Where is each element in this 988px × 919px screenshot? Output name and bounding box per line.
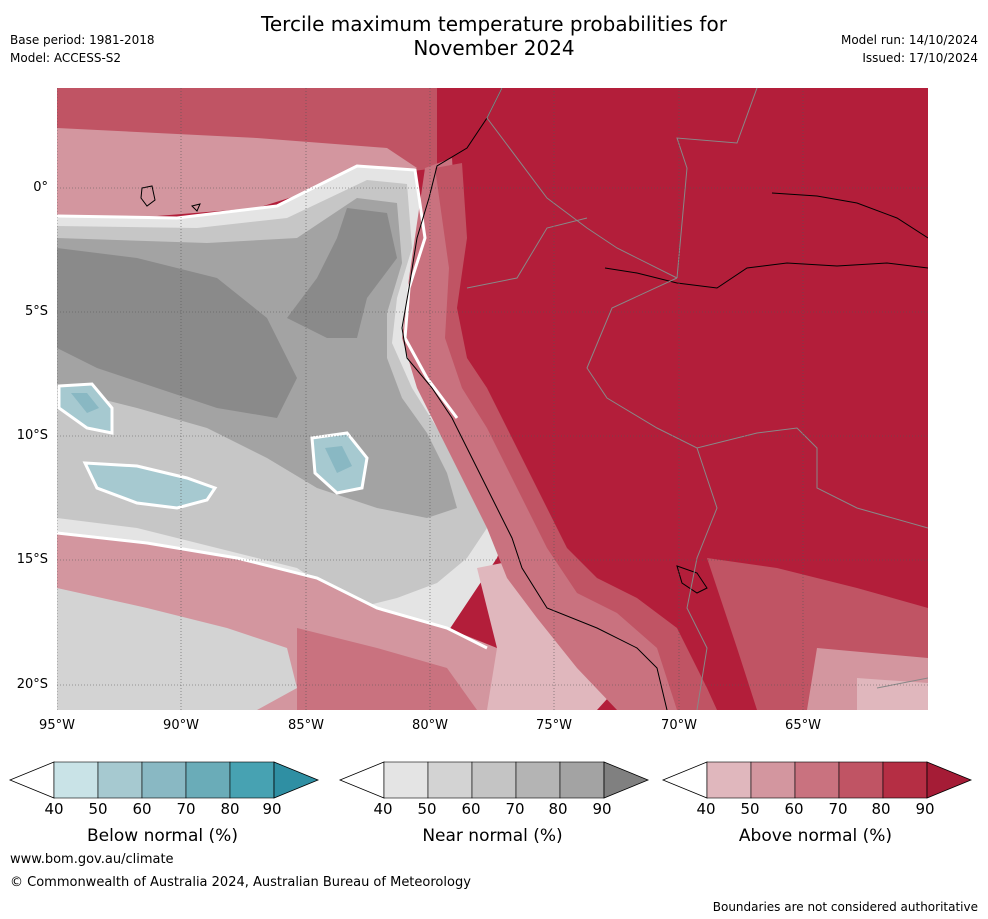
colorbar-extend-low bbox=[661, 761, 708, 799]
colorbar-segment bbox=[559, 761, 605, 799]
lat-label-15s: 15°S bbox=[16, 552, 48, 567]
model-run-text: Model run: 14/10/2024 bbox=[840, 33, 978, 47]
border-colombia-brazil bbox=[676, 88, 758, 279]
colorbar-segment bbox=[471, 761, 517, 799]
colorbar-segment bbox=[141, 761, 187, 799]
south-ocean-grey-patch bbox=[57, 588, 297, 710]
tick-near-90: 90 bbox=[592, 800, 612, 818]
colorbar-above-normal bbox=[661, 761, 973, 799]
colorbar-extend-low bbox=[338, 761, 385, 799]
colorbar-segment bbox=[750, 761, 796, 799]
colorbar-segment bbox=[794, 761, 840, 799]
below-normal-patch-south bbox=[82, 461, 218, 510]
title-line-2: November 2024 bbox=[413, 36, 575, 60]
lon-label-75w: 75°W bbox=[536, 718, 572, 733]
colorbar-label-below: Below normal (%) bbox=[87, 826, 238, 846]
north-ocean-pink-band bbox=[57, 128, 417, 218]
colorbar-extend-high bbox=[273, 761, 320, 799]
border-ecuador-peru bbox=[466, 217, 588, 289]
colorbar-segment bbox=[185, 761, 231, 799]
lon-label-90w: 90°W bbox=[163, 718, 199, 733]
southeast-light-pink bbox=[857, 678, 928, 710]
tick-near-60: 60 bbox=[461, 800, 481, 818]
tick-near-50: 50 bbox=[417, 800, 437, 818]
border-peru-bolivia bbox=[686, 447, 718, 710]
tick-above-40: 40 bbox=[696, 800, 716, 818]
tick-below-40: 40 bbox=[44, 800, 64, 818]
tick-near-70: 70 bbox=[505, 800, 525, 818]
tick-above-50: 50 bbox=[740, 800, 760, 818]
lon-label-65w: 65°W bbox=[785, 718, 821, 733]
probability-map bbox=[57, 88, 928, 710]
lat-label-20s: 20°S bbox=[16, 677, 48, 692]
colorbar-extend-low bbox=[8, 761, 55, 799]
colorbar-segment bbox=[882, 761, 928, 799]
lat-label-10s: 10°S bbox=[16, 428, 48, 443]
river-negro bbox=[771, 192, 928, 239]
galapagos-islet bbox=[191, 203, 201, 212]
colorbars bbox=[8, 761, 973, 799]
lon-label-85w: 85°W bbox=[288, 718, 324, 733]
colorbar-near-normal bbox=[338, 761, 650, 799]
colorbar-segment bbox=[229, 761, 275, 799]
colorbar-segment bbox=[515, 761, 561, 799]
colorbar-segment bbox=[706, 761, 752, 799]
colorbar-segment bbox=[97, 761, 143, 799]
colorbar-segment bbox=[383, 761, 429, 799]
coastline bbox=[401, 88, 668, 710]
tick-near-80: 80 bbox=[548, 800, 568, 818]
near-normal-darkest-west bbox=[57, 248, 297, 418]
colorbar-extend-high bbox=[926, 761, 973, 799]
colorbar-segment bbox=[53, 761, 99, 799]
lat-label-5s: 5°S bbox=[24, 304, 48, 319]
colorbar-label-above: Above normal (%) bbox=[738, 826, 893, 846]
tick-above-90: 90 bbox=[915, 800, 935, 818]
border-peru-brazil-bolivia bbox=[586, 277, 928, 529]
south-ocean-red-patch bbox=[297, 628, 477, 710]
lon-label-80w: 80°W bbox=[412, 718, 448, 733]
galapagos-islands bbox=[140, 185, 156, 207]
tick-below-90: 90 bbox=[262, 800, 282, 818]
tick-above-60: 60 bbox=[784, 800, 804, 818]
tick-near-40: 40 bbox=[373, 800, 393, 818]
coastal-dark-red-band bbox=[435, 163, 717, 710]
website-text: www.bom.gov.au/climate bbox=[10, 852, 174, 867]
tick-below-60: 60 bbox=[132, 800, 152, 818]
issued-text: Issued: 17/10/2024 bbox=[862, 51, 978, 65]
tick-below-80: 80 bbox=[220, 800, 240, 818]
colorbar-segment bbox=[427, 761, 473, 799]
border-southeast bbox=[876, 677, 928, 689]
tick-below-50: 50 bbox=[88, 800, 108, 818]
copyright-text: © Commonwealth of Australia 2024, Austra… bbox=[10, 875, 471, 890]
colorbar-extend-high bbox=[603, 761, 650, 799]
base-period-text: Base period: 1981-2018 bbox=[10, 33, 155, 47]
below-normal-patch-center-core bbox=[325, 446, 352, 473]
contour-40-south bbox=[57, 531, 488, 650]
contour-40-north bbox=[57, 164, 459, 419]
near-normal-darkest-center bbox=[287, 208, 397, 338]
model-text: Model: ACCESS-S2 bbox=[10, 51, 122, 65]
border-colombia-ecuador bbox=[486, 88, 678, 279]
graticule bbox=[57, 88, 928, 710]
colorbar-below-normal bbox=[8, 761, 320, 799]
disclaimer-text: Boundaries are not considered authoritat… bbox=[712, 900, 978, 914]
tick-above-70: 70 bbox=[828, 800, 848, 818]
lake-titicaca bbox=[676, 565, 708, 594]
river-amazon bbox=[604, 262, 928, 289]
colorbar-label-near: Near normal (%) bbox=[422, 826, 563, 846]
colorbar-segment bbox=[838, 761, 884, 799]
tick-above-80: 80 bbox=[871, 800, 891, 818]
tick-below-70: 70 bbox=[176, 800, 196, 818]
map-title: Tercile maximum temperature probabilitie… bbox=[0, 12, 988, 60]
coastal-red-band bbox=[402, 158, 677, 710]
lon-label-95w: 95°W bbox=[39, 718, 75, 733]
lat-label-0: 0° bbox=[33, 180, 48, 195]
title-line-1: Tercile maximum temperature probabilitie… bbox=[261, 12, 727, 36]
below-normal-patch-west-core bbox=[71, 393, 99, 413]
lon-label-70w: 70°W bbox=[661, 718, 697, 733]
